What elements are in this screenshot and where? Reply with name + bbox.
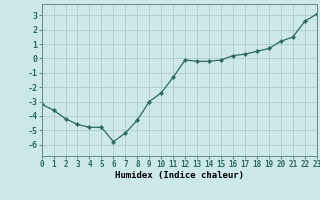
X-axis label: Humidex (Indice chaleur): Humidex (Indice chaleur): [115, 171, 244, 180]
